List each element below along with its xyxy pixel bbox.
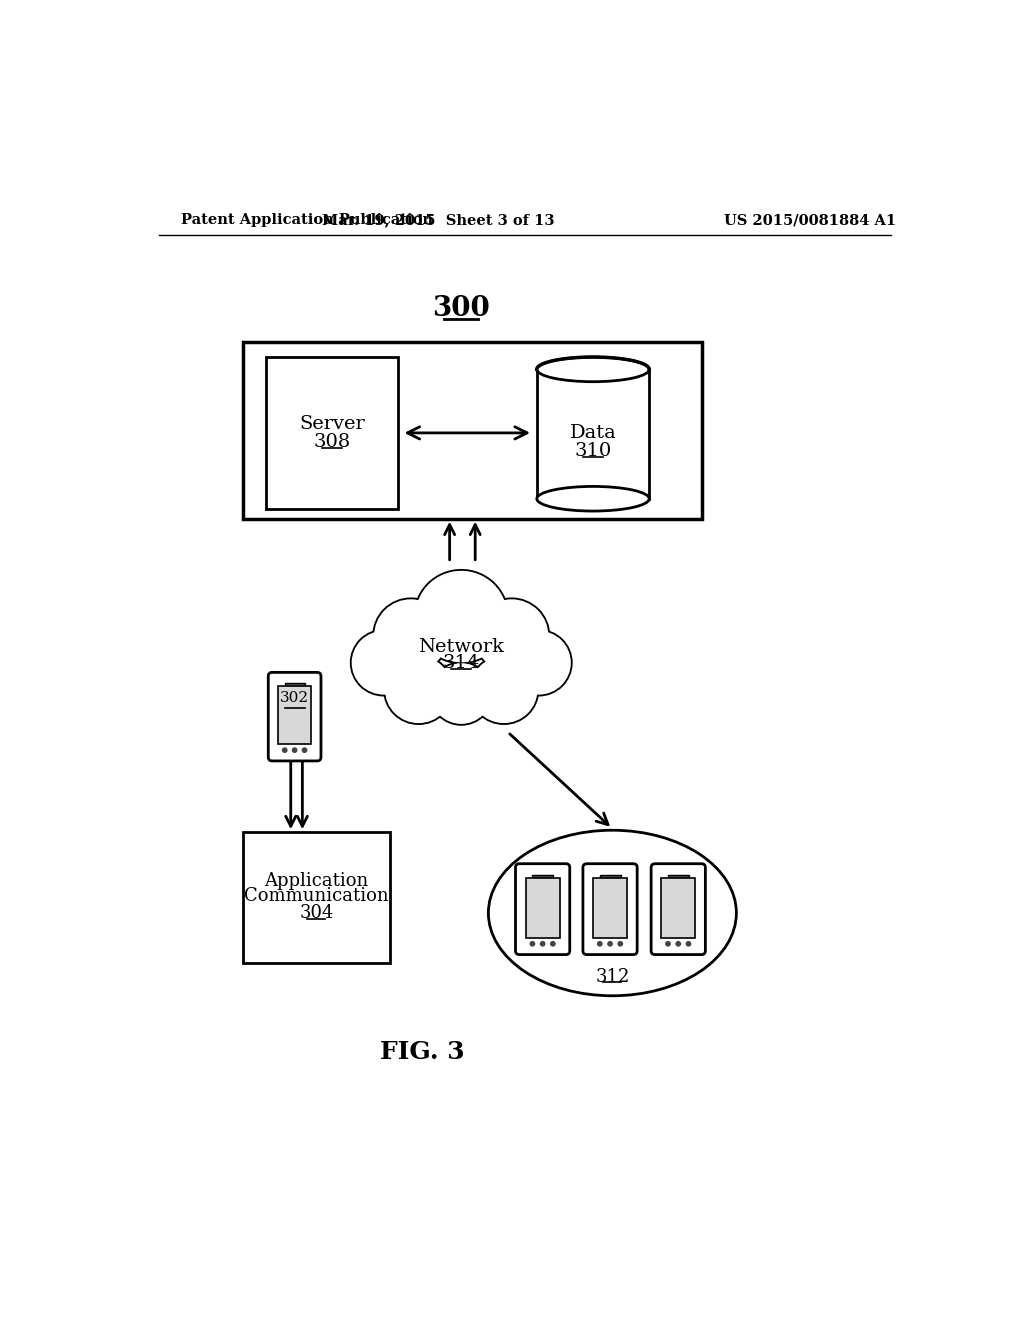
- Text: Network: Network: [418, 639, 504, 656]
- Bar: [600, 874, 621, 878]
- Circle shape: [374, 599, 449, 673]
- Circle shape: [608, 941, 612, 946]
- Circle shape: [541, 941, 545, 946]
- Text: Patent Application Publication: Patent Application Publication: [180, 213, 433, 227]
- FancyBboxPatch shape: [651, 863, 706, 954]
- Circle shape: [551, 941, 555, 946]
- Circle shape: [666, 941, 670, 946]
- Circle shape: [375, 601, 446, 672]
- Text: Server: Server: [299, 414, 365, 433]
- Text: US 2015/0081884 A1: US 2015/0081884 A1: [724, 213, 896, 227]
- Circle shape: [352, 631, 415, 694]
- Bar: [525, 878, 560, 937]
- Bar: [593, 878, 627, 937]
- Circle shape: [507, 631, 570, 694]
- FancyBboxPatch shape: [583, 863, 637, 954]
- Circle shape: [530, 941, 535, 946]
- Circle shape: [686, 941, 690, 946]
- Bar: [539, 358, 647, 499]
- Circle shape: [386, 657, 452, 722]
- Text: 314: 314: [442, 653, 480, 672]
- FancyBboxPatch shape: [515, 863, 569, 954]
- Text: 300: 300: [432, 296, 490, 322]
- Text: Mar. 19, 2015  Sheet 3 of 13: Mar. 19, 2015 Sheet 3 of 13: [322, 213, 554, 227]
- Text: FIG. 3: FIG. 3: [380, 1040, 465, 1064]
- Bar: [532, 874, 553, 878]
- Circle shape: [475, 601, 548, 672]
- Text: 308: 308: [313, 433, 350, 451]
- Bar: [537, 358, 649, 499]
- Ellipse shape: [488, 830, 736, 995]
- Circle shape: [415, 570, 508, 663]
- Circle shape: [474, 599, 549, 673]
- Text: 310: 310: [574, 442, 611, 459]
- Bar: [266, 358, 397, 508]
- Ellipse shape: [537, 486, 649, 511]
- Text: 304: 304: [299, 904, 334, 921]
- Circle shape: [430, 663, 493, 725]
- Bar: [285, 684, 305, 686]
- Circle shape: [351, 631, 417, 696]
- Text: 312: 312: [595, 968, 630, 986]
- Circle shape: [283, 748, 287, 752]
- Circle shape: [431, 664, 492, 723]
- Bar: [243, 342, 701, 519]
- Circle shape: [302, 748, 306, 752]
- Circle shape: [293, 748, 297, 752]
- Bar: [279, 686, 311, 744]
- Bar: [662, 878, 695, 937]
- Circle shape: [598, 941, 602, 946]
- Circle shape: [618, 941, 623, 946]
- Ellipse shape: [537, 356, 649, 381]
- FancyBboxPatch shape: [268, 672, 321, 760]
- Circle shape: [416, 572, 507, 661]
- Text: Data: Data: [569, 424, 616, 441]
- Bar: [668, 874, 689, 878]
- Circle shape: [471, 657, 537, 722]
- Text: Application: Application: [264, 871, 369, 890]
- Circle shape: [506, 631, 571, 696]
- Text: Communication: Communication: [244, 887, 389, 906]
- Text: 302: 302: [280, 692, 309, 705]
- Circle shape: [470, 656, 538, 723]
- Circle shape: [385, 656, 453, 723]
- Circle shape: [676, 941, 680, 946]
- Bar: [243, 832, 390, 964]
